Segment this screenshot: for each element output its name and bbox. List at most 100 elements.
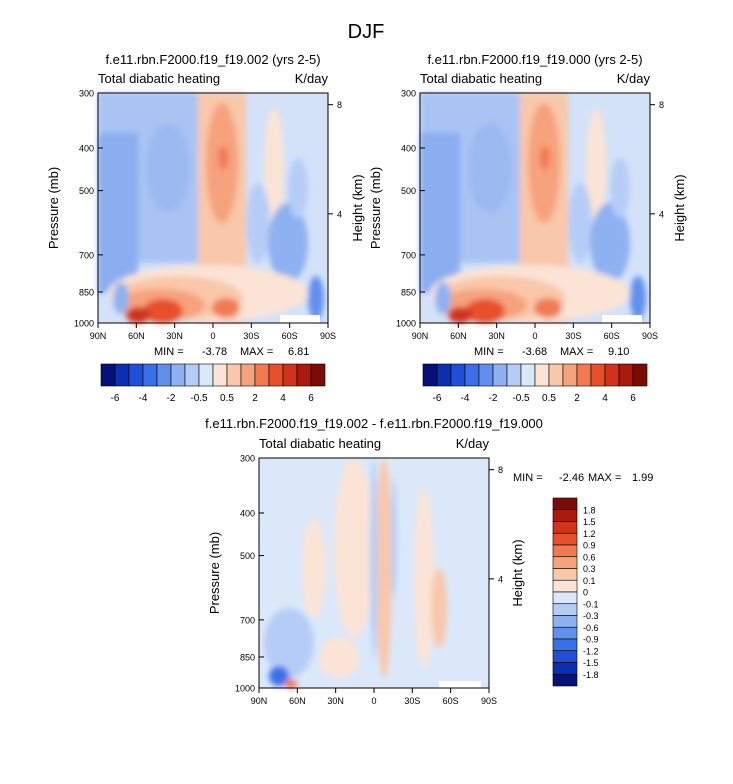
- panel-3-min-label: MIN =: [513, 472, 543, 484]
- colorbar-swatch: [450, 363, 466, 387]
- y-right-tick-label: 8: [337, 100, 342, 110]
- colorbar-swatch: [492, 363, 508, 387]
- colorbar-swatch: [548, 363, 564, 387]
- colorbar-swatch: [478, 363, 494, 387]
- panel-3-plot-area: [259, 458, 489, 689]
- colorbar-swatch: [184, 363, 200, 387]
- colorbar-swatch: [128, 363, 144, 387]
- panel-1-colorbar: -6 -4 -2 -0.5 0.5 2 4 6: [100, 363, 326, 404]
- panel-2-x-ticks: 90N 60N 30N 0 30S 60S 90S: [412, 323, 658, 341]
- colorbar-swatch: [100, 363, 116, 387]
- colorbar-swatch: [562, 363, 578, 387]
- colorbar-label: 1.2: [583, 529, 596, 539]
- x-tick-label: 90S: [320, 331, 336, 341]
- colorbar-swatch: [552, 626, 578, 640]
- colorbar-swatch: [142, 363, 158, 387]
- x-tick-label: 0: [532, 331, 537, 341]
- y-right-tick-label: 8: [498, 465, 503, 475]
- figure-title: DJF: [348, 21, 385, 43]
- colorbar-label: 0.5: [220, 393, 234, 404]
- colorbar-label: 0.1: [583, 576, 596, 586]
- colorbar-label: -1.2: [583, 646, 599, 656]
- colorbar-swatch: [552, 556, 578, 569]
- colorbar-label: -0.3: [583, 611, 599, 621]
- panel-1-max-label: MAX =: [240, 346, 273, 358]
- panel-1-x-ticks: 90N 60N 30N 0 30S 60S 90S: [90, 323, 336, 341]
- panel-2-colorbar: -6 -4 -2 -0.5 0.5 2 4 6: [422, 363, 648, 404]
- y-tick-label: 700: [401, 250, 416, 260]
- colorbar-label: 0: [583, 588, 588, 598]
- y-right-tick-label: 8: [659, 100, 664, 110]
- x-tick-label: 60S: [604, 331, 620, 341]
- panel-1: f.e11.rbn.F2000.f19_f19.002 (yrs 2-5) To…: [46, 52, 365, 404]
- colorbar-swatch: [240, 363, 256, 387]
- panel-2-y-ticks-right: 84: [650, 100, 664, 219]
- panel-3-ylabel-right: Height (km): [510, 539, 525, 606]
- colorbar-swatch: [552, 673, 578, 687]
- panel-1-minmax: MIN = -3.78 MAX = 6.81: [154, 346, 309, 358]
- x-tick-label: 60S: [282, 331, 298, 341]
- y-tick-label: 850: [79, 287, 94, 297]
- x-tick-label: 60N: [450, 331, 467, 341]
- colorbar-label: 1.8: [583, 505, 596, 515]
- colorbar-swatch: [552, 662, 578, 675]
- panel-2-max-label: MAX =: [560, 346, 593, 358]
- panel-3-max-label: MAX =: [588, 472, 621, 484]
- colorbar-swatch: [552, 603, 578, 616]
- colorbar-swatch: [464, 363, 480, 387]
- x-tick-label: 60S: [443, 696, 459, 706]
- colorbar-label: 4: [280, 393, 286, 404]
- colorbar-swatch: [114, 363, 130, 387]
- panel-2-plot-area: [420, 93, 650, 323]
- colorbar-label: -4: [461, 393, 470, 404]
- colorbar-swatch: [632, 363, 648, 387]
- panel-2-right-subtitle: K/day: [617, 71, 651, 86]
- y-tick-label: 300: [240, 454, 255, 464]
- colorbar-swatch: [590, 363, 606, 387]
- x-tick-label: 30S: [243, 331, 259, 341]
- x-tick-label: 90N: [412, 331, 429, 341]
- x-tick-label: 90N: [90, 331, 107, 341]
- panel-3: f.e11.rbn.F2000.f19_f19.002 - f.e11.rbn.…: [205, 416, 653, 706]
- panel-1-min-value: -3.78: [202, 346, 227, 358]
- y-tick-label: 300: [401, 89, 416, 99]
- panel-3-max-value: 1.99: [632, 472, 653, 484]
- panel-2-ylabel: Pressure (mb): [368, 167, 383, 249]
- colorbar-swatch: [198, 363, 214, 387]
- colorbar-label: -6: [111, 393, 120, 404]
- colorbar-swatch: [604, 363, 620, 387]
- panel-2-ylabel-right: Height (km): [672, 174, 687, 241]
- y-tick-label: 700: [240, 615, 255, 625]
- colorbar-swatch: [618, 363, 634, 387]
- colorbar-label: 6: [308, 393, 314, 404]
- panel-1-max-value: 6.81: [288, 346, 309, 358]
- colorbar-swatch: [552, 579, 578, 593]
- colorbar-swatch: [156, 363, 172, 387]
- colorbar-swatch: [552, 638, 578, 652]
- y-tick-label: 1000: [396, 319, 416, 329]
- x-tick-label: 60N: [128, 331, 145, 341]
- panel-1-ylabel: Pressure (mb): [46, 167, 61, 249]
- panel-1-ylabel-right: Height (km): [350, 174, 365, 241]
- colorbar-label: -0.5: [190, 393, 208, 404]
- colorbar-swatch: [170, 363, 186, 387]
- panel-3-y-ticks: 300 400 500 700 850 1000: [235, 454, 264, 694]
- colorbar-swatch: [552, 568, 578, 581]
- y-tick-label: 400: [79, 143, 94, 153]
- x-tick-label: 30N: [166, 331, 183, 341]
- panel-1-title: f.e11.rbn.F2000.f19_f19.002 (yrs 2-5): [105, 52, 320, 67]
- x-tick-label: 60N: [289, 696, 306, 706]
- panel-3-title: f.e11.rbn.F2000.f19_f19.002 - f.e11.rbn.…: [205, 416, 543, 431]
- y-tick-label: 850: [401, 287, 416, 297]
- y-tick-label: 300: [79, 89, 94, 99]
- panel-1-plot-area: [98, 93, 328, 323]
- colorbar-swatch: [506, 363, 522, 387]
- panel-2-minmax: MIN = -3.68 MAX = 9.10: [474, 346, 629, 358]
- colorbar-swatch: [552, 497, 578, 511]
- colorbar-label: 6: [630, 393, 636, 404]
- colorbar-swatch: [576, 363, 592, 387]
- colorbar-label: -6: [433, 393, 442, 404]
- colorbar-label: -1.5: [583, 658, 599, 668]
- panel-3-min-value: -2.46: [559, 472, 584, 484]
